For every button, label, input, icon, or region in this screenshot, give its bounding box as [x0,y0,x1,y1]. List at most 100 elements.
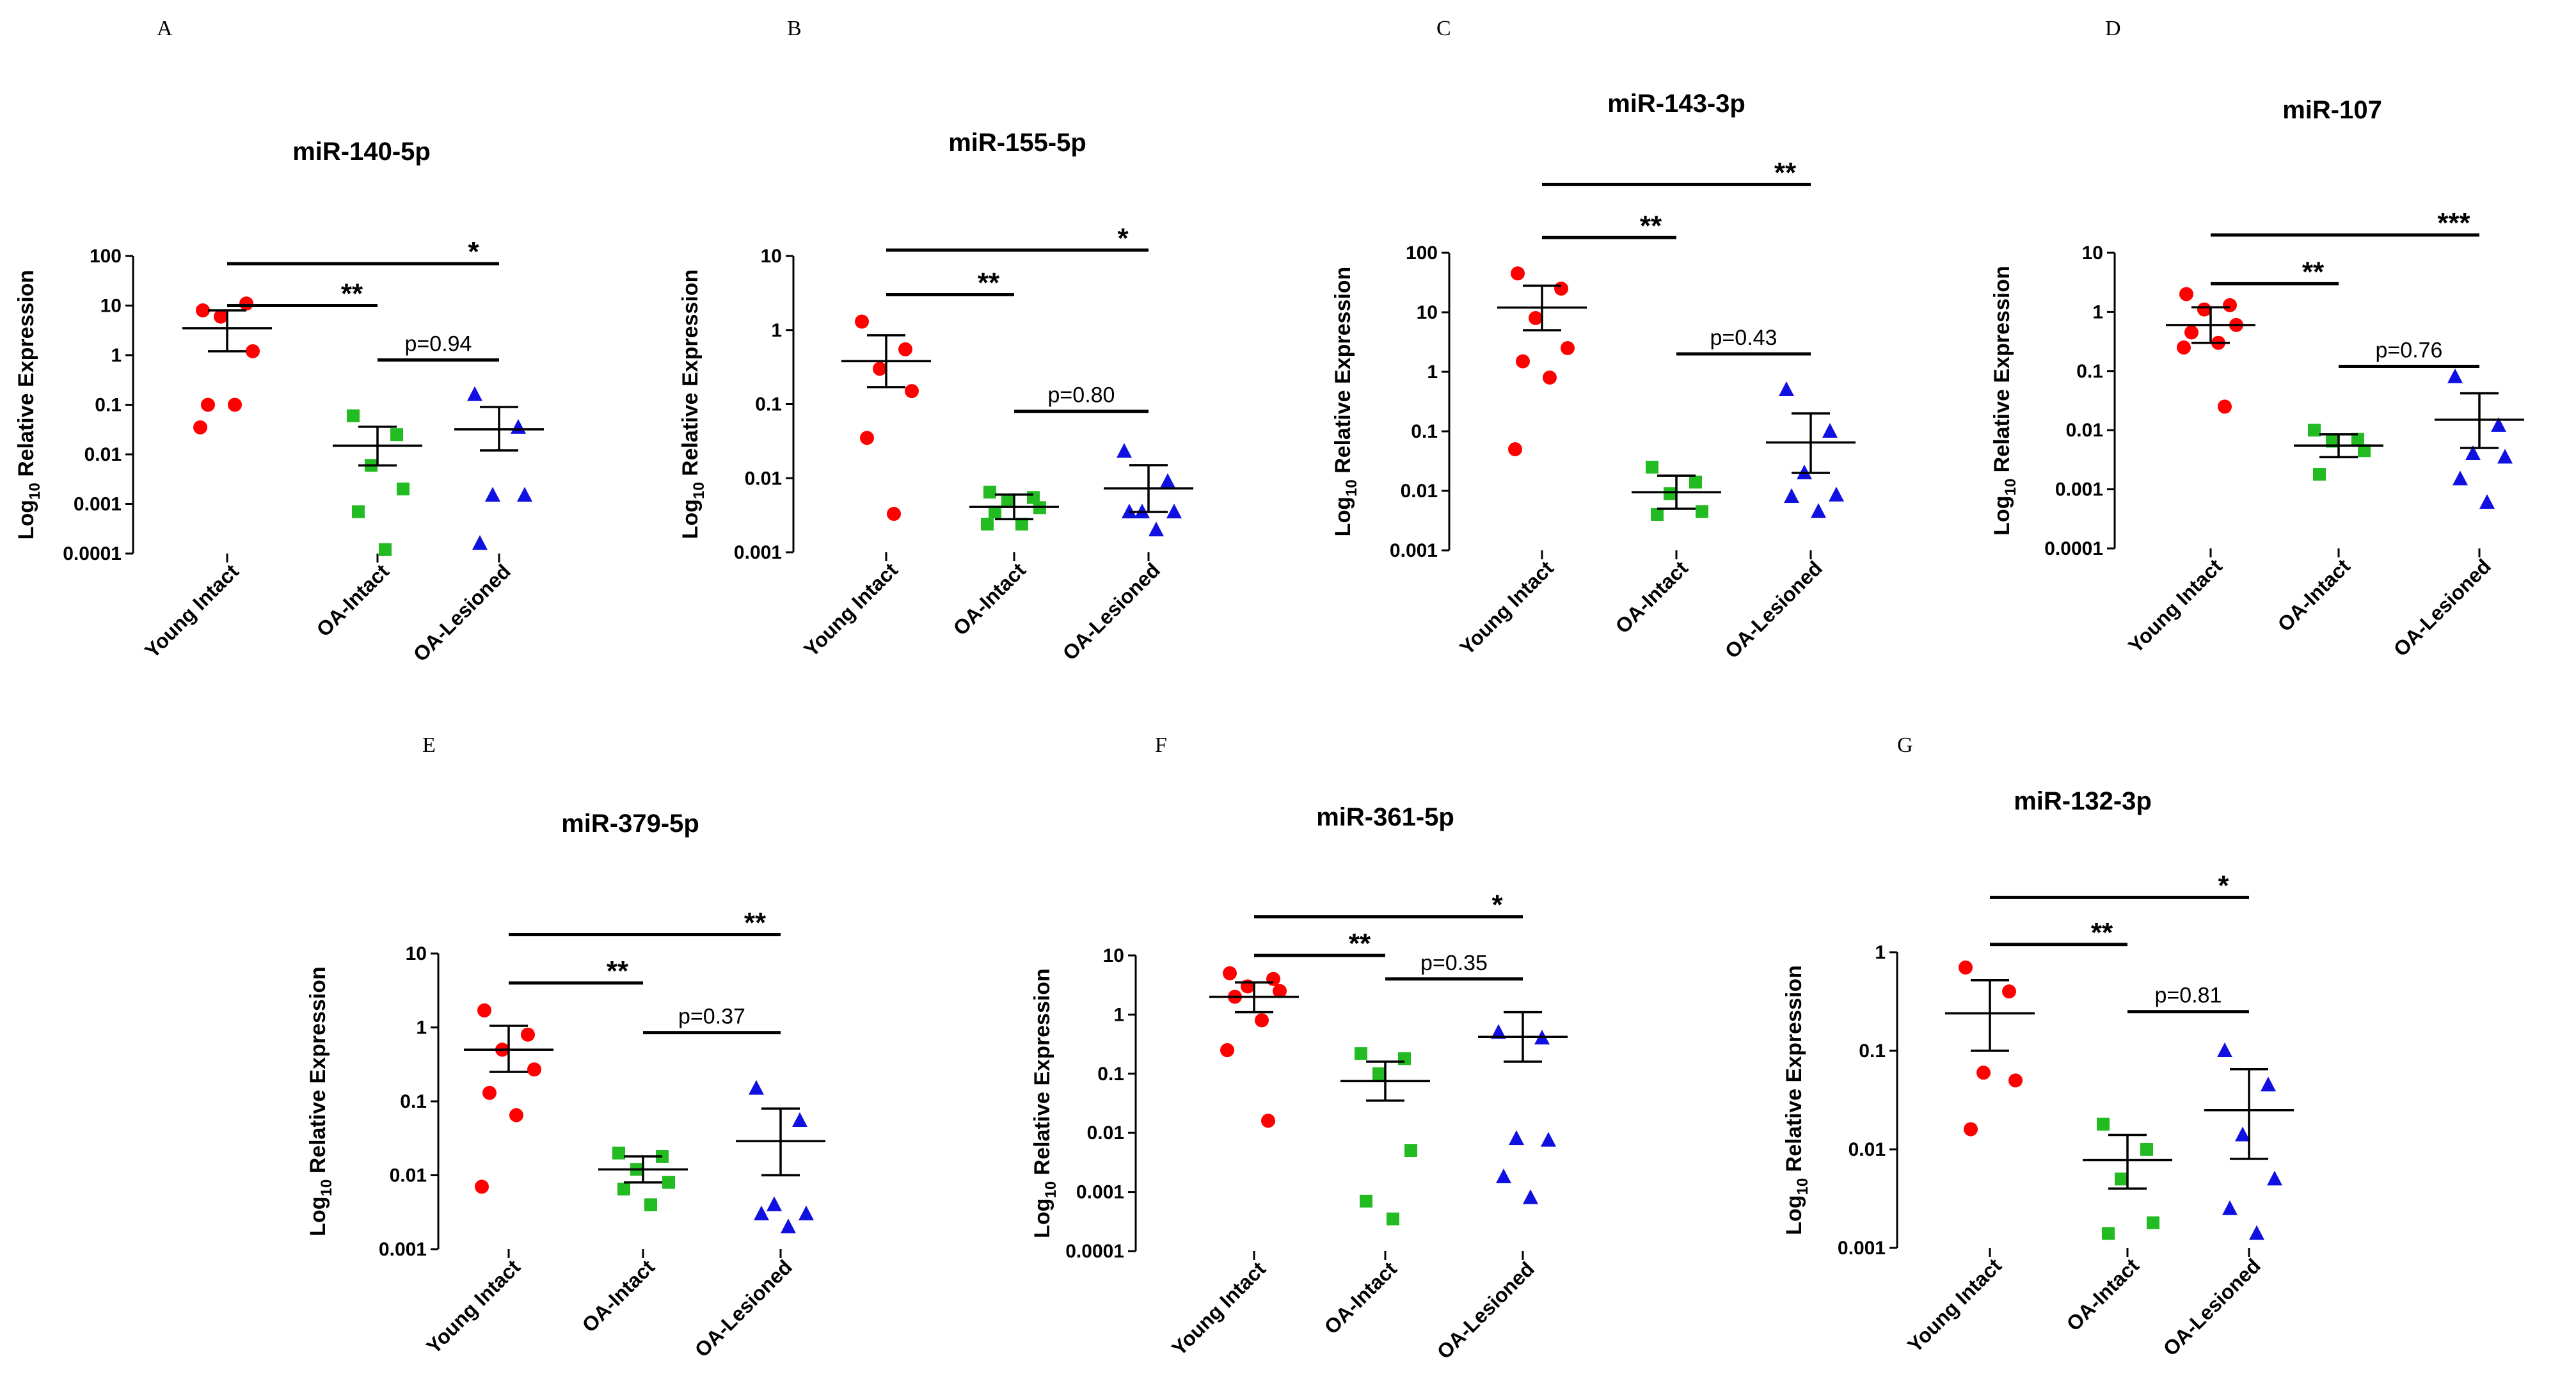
y-tick-label: 0.0001 [2044,538,2103,559]
y-tick-label: 10 [406,943,427,964]
data-point [511,419,526,434]
data-point [781,1218,796,1234]
y-tick-label: 100 [1406,243,1438,264]
x-category-label: Young Intact [1903,1254,2006,1357]
chart-title: miR-132-3p [2014,787,2152,815]
data-point [1959,960,1973,975]
data-point [1149,522,1164,537]
data-point [467,386,482,401]
data-point [2179,287,2193,301]
significance-label: p=0.37 [678,1005,745,1029]
data-point [2222,1200,2238,1215]
data-point [983,485,996,499]
panel-letter: E [422,733,436,757]
significance-label: * [1491,890,1503,921]
y-tick-label: 0.1 [2076,361,2103,382]
y-tick-label: 0.001 [1076,1182,1124,1203]
x-category-label: OA-Lesioned [2159,1254,2265,1360]
y-tick-label: 0.1 [1411,421,1438,442]
x-category-label: OA-Intact [949,558,1031,640]
data-point [1266,971,1280,986]
data-point [1529,311,1543,326]
x-category-label: OA-Intact [1611,556,1693,638]
data-point [390,428,403,442]
data-point [517,486,532,502]
significance-label: ** [1774,157,1797,188]
y-tick-label: 1 [771,320,782,341]
significance-label: p=0.76 [2376,338,2443,362]
data-point [1223,966,1237,980]
x-category-label: Young Intact [1455,556,1558,659]
data-point [1511,266,1525,281]
x-category-label: OA-Lesioned [690,1255,797,1361]
data-point [898,342,912,356]
data-point [1273,984,1287,998]
data-point [2002,984,2016,999]
data-point [2261,1076,2276,1092]
y-tick-label: 0.01 [745,468,782,489]
data-point [2184,325,2198,340]
significance-label: p=0.80 [1048,383,1115,408]
data-point [644,1198,657,1211]
data-point [1117,443,1132,458]
data-point [397,483,409,496]
data-point [1398,1052,1411,1066]
data-point [2102,1227,2115,1240]
data-point [472,535,488,550]
significance-label: * [468,236,479,267]
significance-label: ** [2302,256,2325,287]
data-point [1360,1194,1372,1208]
data-point [1255,1013,1269,1028]
data-point [1822,423,1838,438]
data-point [1220,1043,1234,1058]
panel-letter: F [1155,733,1167,757]
data-point [527,1062,541,1077]
x-category-label: OA-Lesioned [2389,554,2495,660]
x-category-label: OA-Lesioned [1058,558,1165,664]
y-axis-label: Log10 Relative Expression [1782,965,1811,1235]
significance-label: * [2218,870,2229,901]
data-point [1543,371,1557,385]
significance-label: ** [607,955,629,987]
x-category-label: Young Intact [422,1255,525,1358]
y-tick-label: 0.01 [390,1165,427,1186]
data-point [2308,424,2321,437]
y-tick-label: 100 [90,246,122,267]
y-tick-label: 0.01 [1401,481,1438,502]
x-category-label: OA-Lesioned [1721,556,1827,662]
data-point [1387,1212,1399,1225]
y-tick-label: 0.001 [1838,1238,1886,1259]
data-point [1516,354,1530,369]
data-point [2479,494,2495,509]
data-point [1779,381,1794,396]
y-tick-label: 0.001 [1390,540,1438,561]
y-tick-label: 0.001 [2055,479,2103,500]
y-tick-label: 0.01 [1849,1139,1886,1160]
x-category-label: Young Intact [1167,1257,1270,1360]
y-tick-label: 1 [111,345,122,366]
data-point [2223,298,2237,312]
y-tick-label: 10 [100,296,122,317]
data-point [617,1183,630,1196]
data-point [754,1205,769,1220]
y-tick-label: 1 [1875,942,1886,963]
y-tick-label: 0.1 [1859,1041,1886,1062]
y-tick-label: 10 [2082,243,2103,264]
significance-label: *** [2437,207,2470,239]
y-tick-label: 1 [416,1018,427,1039]
panel-letter: B [787,17,802,40]
y-tick-label: 0.001 [734,542,782,563]
data-point [482,1085,497,1100]
data-point [1015,517,1028,531]
data-point [1491,1024,1506,1039]
data-point [1651,508,1664,522]
significance-label: ** [744,907,767,939]
data-point [1508,442,1522,456]
data-point [2267,1170,2282,1186]
data-point [509,1108,523,1122]
significance-label: ** [1349,928,1371,959]
